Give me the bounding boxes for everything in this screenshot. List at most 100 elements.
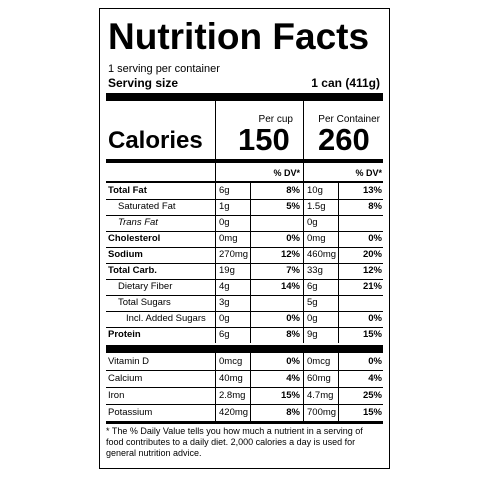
vitamin-cup-amount: 2.8mg — [219, 390, 246, 401]
container-amount: 0g — [307, 313, 318, 324]
daily-value-footnote: * The % Daily Value tells you how much a… — [106, 426, 363, 458]
cup-amount: 0g — [219, 313, 230, 324]
container-dv: 0% — [368, 313, 382, 324]
vitamin-container-amount: 700mg — [307, 407, 337, 418]
nutrient-name: Saturated Fat — [118, 201, 176, 212]
vitamin-container-dv: 25% — [362, 390, 382, 401]
vitamin-cup-amount: 420mg — [219, 407, 249, 418]
cup-amount: 6g — [219, 185, 230, 196]
container-dv: 8% — [368, 201, 382, 212]
nutrient-name: Total Sugars — [118, 297, 171, 308]
vitamin-cup-amount: 40mg — [219, 373, 243, 384]
cup-dv: 12% — [280, 249, 300, 260]
thin-divider-dv — [106, 181, 383, 183]
row-divider — [106, 231, 383, 232]
container-amount: 9g — [307, 329, 318, 340]
vitamin-cup-dv: 8% — [286, 407, 300, 418]
cup-dv: 7% — [286, 265, 300, 276]
row-divider — [106, 199, 383, 200]
vitamin-row-divider — [106, 370, 383, 371]
container-dv: 21% — [362, 281, 382, 292]
per-cup-label: Per cup — [258, 114, 293, 125]
vitamin-name: Calcium — [108, 373, 143, 384]
vitamin-row-divider — [106, 387, 383, 388]
calories-per-container: 260 — [318, 122, 370, 157]
column-divider-header-left — [215, 101, 216, 183]
nutrient-name: Protein — [108, 329, 141, 340]
cup-dv: 5% — [286, 201, 300, 212]
nutrient-name: Total Carb. — [108, 265, 157, 276]
cup-amount: 4g — [219, 281, 230, 292]
container-dv: 15% — [362, 329, 382, 340]
row-divider — [106, 327, 383, 328]
nutrient-name: Cholesterol — [108, 233, 161, 244]
vitamin-name: Potassium — [108, 407, 153, 418]
cup-dv: 14% — [280, 281, 300, 292]
nutrient-name: Total Fat — [108, 185, 147, 196]
container-dv: 12% — [362, 265, 382, 276]
per-container-label: Per Container — [318, 114, 380, 125]
container-amount: 6g — [307, 281, 318, 292]
nutrient-name: Incl. Added Sugars — [126, 313, 206, 324]
nutrition-facts-label: Nutrition Facts 1 serving per container … — [99, 8, 390, 469]
vitamin-container-dv: 4% — [368, 373, 382, 384]
vitamin-name: Vitamin D — [108, 356, 150, 367]
container-amount: 0g — [307, 217, 318, 228]
dv-header-container: % DV* — [355, 168, 382, 178]
container-amount: 0mg — [307, 233, 326, 244]
cup-amount: 3g — [219, 297, 230, 308]
row-divider — [106, 279, 383, 280]
cup-dv: 0% — [286, 233, 300, 244]
calories-per-cup: 150 — [238, 122, 290, 157]
cup-amount: 19g — [219, 265, 235, 276]
vitamin-container-amount: 0mcg — [307, 356, 331, 367]
row-divider — [106, 215, 383, 216]
row-divider — [106, 311, 383, 312]
vitamin-container-amount: 4.7mg — [307, 390, 334, 401]
cup-dv: 0% — [286, 313, 300, 324]
dv-header-cup: % DV* — [273, 168, 300, 178]
container-amount: 5g — [307, 297, 318, 308]
calories-label: Calories — [108, 127, 203, 154]
cup-amount: 1g — [219, 201, 230, 212]
vitamin-column-divider — [250, 353, 251, 421]
vitamin-name: Iron — [108, 390, 125, 401]
vitamin-column-divider — [215, 353, 216, 421]
vitamin-container-dv: 15% — [362, 407, 382, 418]
cup-amount: 270mg — [219, 249, 249, 260]
row-divider — [106, 263, 383, 264]
vitamin-cup-dv: 4% — [286, 373, 300, 384]
cup-amount: 0mg — [219, 233, 238, 244]
vitamin-column-divider — [338, 353, 339, 421]
vitamin-container-amount: 60mg — [307, 373, 331, 384]
vitamin-cup-dv: 15% — [280, 390, 300, 401]
nutrient-name: Sodium — [108, 249, 143, 260]
label-title: Nutrition Facts — [108, 16, 370, 57]
column-divider-header-right — [303, 101, 304, 183]
serving-size-value: 1 can (411g) — [311, 76, 380, 90]
container-amount: 10g — [307, 185, 323, 196]
vitamin-column-divider — [303, 353, 304, 421]
row-divider — [106, 295, 383, 296]
vitamin-container-dv: 0% — [368, 356, 382, 367]
container-amount: 33g — [307, 265, 323, 276]
container-amount: 1.5g — [307, 201, 326, 212]
thick-divider-top — [106, 93, 383, 101]
vitamin-row-divider — [106, 404, 383, 405]
cup-amount: 6g — [219, 329, 230, 340]
medium-divider-calories — [106, 159, 383, 163]
divider-footnote — [106, 421, 383, 424]
container-amount: 460mg — [307, 249, 337, 260]
serving-size-label: Serving size — [108, 76, 179, 90]
cup-dv: 8% — [286, 329, 300, 340]
servings-per-container: 1 serving per container — [108, 63, 220, 75]
container-dv: 13% — [362, 185, 382, 196]
row-divider — [106, 247, 383, 248]
nutrient-name: Trans Fat — [118, 217, 158, 228]
table-column-divider — [250, 183, 251, 343]
nutrient-name: Dietary Fiber — [118, 281, 173, 292]
table-column-divider — [303, 183, 304, 343]
container-dv: 20% — [362, 249, 382, 260]
container-dv: 0% — [368, 233, 382, 244]
cup-amount: 0g — [219, 217, 230, 228]
